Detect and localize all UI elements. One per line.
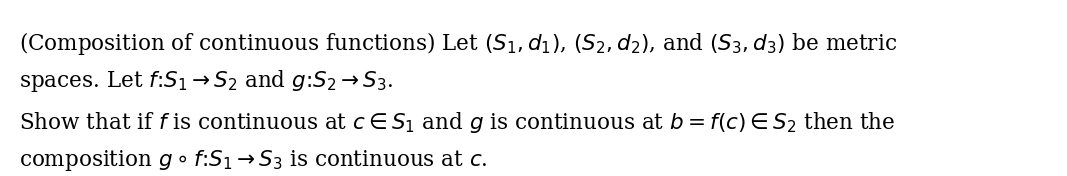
Text: spaces. Let $f\colon S_1 \to S_2$ and $g\colon S_2 \to S_3$.: spaces. Let $f\colon S_1 \to S_2$ and $g… <box>19 68 394 94</box>
Text: Show that if $f$ is continuous at $c \in S_1$ and $g$ is continuous at $b = f(c): Show that if $f$ is continuous at $c \in… <box>19 109 896 135</box>
Text: composition $g \circ f\colon S_1 \to S_3$ is continuous at $c$.: composition $g \circ f\colon S_1 \to S_3… <box>19 148 488 173</box>
Text: (Composition of continuous functions) Let $(S_1, d_1)$, $(S_2, d_2)$, and $(S_3,: (Composition of continuous functions) Le… <box>19 30 897 57</box>
